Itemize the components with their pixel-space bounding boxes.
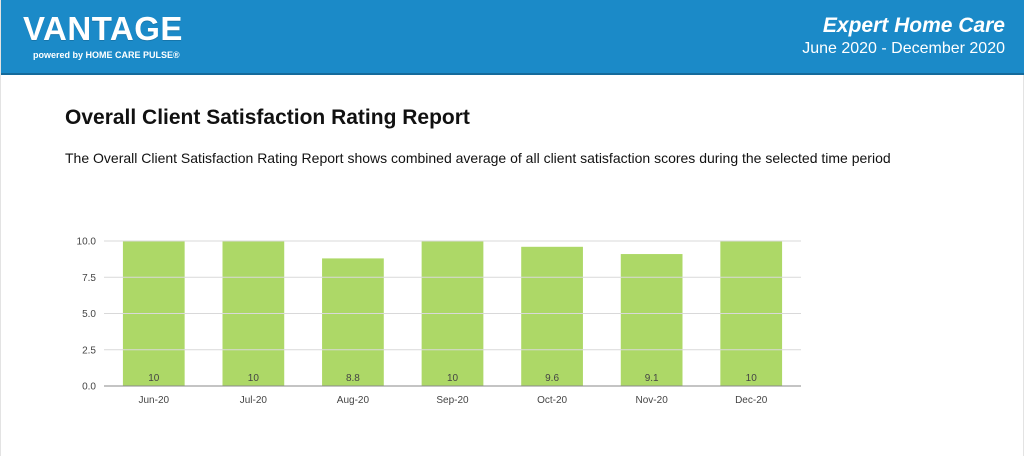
satisfaction-bar-chart: 0.0 2.5 5.0 7.5 10.0 10 Jun-20 10 Jul-20 8.8 Aug-2… bbox=[61, 225, 821, 415]
report-header: VANTAGE powered by HOME CARE PULSE® Expe… bbox=[1, 0, 1024, 75]
bar-value-label: 10 bbox=[248, 373, 260, 384]
x-tick-label: Nov-20 bbox=[636, 395, 669, 406]
company-name: Expert Home Care bbox=[822, 14, 1005, 37]
y-tick-label: 0.0 bbox=[82, 382, 96, 393]
y-tick-label: 5.0 bbox=[82, 309, 96, 320]
bar-value-label: 9.6 bbox=[545, 373, 559, 384]
bar bbox=[322, 258, 384, 386]
x-tick-label: Dec-20 bbox=[735, 395, 768, 406]
x-tick-label: Jun-20 bbox=[138, 395, 169, 406]
bar bbox=[620, 254, 683, 386]
x-tick-label: Sep-20 bbox=[436, 395, 469, 406]
bar-value-label: 10 bbox=[746, 373, 758, 384]
x-tick-label: Aug-20 bbox=[337, 395, 370, 406]
page-title: Overall Client Satisfaction Rating Repor… bbox=[65, 106, 470, 129]
y-tick-label: 2.5 bbox=[82, 345, 96, 356]
report-description: The Overall Client Satisfaction Rating R… bbox=[65, 150, 891, 166]
x-tick-label: Oct-20 bbox=[537, 395, 567, 406]
bar-value-label: 10 bbox=[148, 373, 160, 384]
bar-value-label: 9.1 bbox=[645, 373, 659, 384]
bar bbox=[521, 246, 583, 386]
vantage-wordmark: VANTAGE bbox=[23, 10, 183, 47]
vantage-logo: VANTAGE powered by HOME CARE PULSE® bbox=[23, 11, 183, 67]
bar-value-label: 10 bbox=[447, 373, 459, 384]
y-tick-label: 7.5 bbox=[82, 273, 96, 284]
powered-by-text: powered by HOME CARE PULSE® bbox=[33, 50, 180, 60]
y-tick-label: 10.0 bbox=[77, 237, 97, 248]
chart-svg: 0.0 2.5 5.0 7.5 10.0 10 Jun-20 10 Jul-20 8.8 Aug-2… bbox=[77, 237, 801, 406]
x-tick-label: Jul-20 bbox=[240, 395, 268, 406]
bar-value-label: 8.8 bbox=[346, 373, 360, 384]
date-range: June 2020 - December 2020 bbox=[802, 40, 1005, 57]
report-context: Expert Home Care June 2020 - December 20… bbox=[802, 14, 1005, 58]
